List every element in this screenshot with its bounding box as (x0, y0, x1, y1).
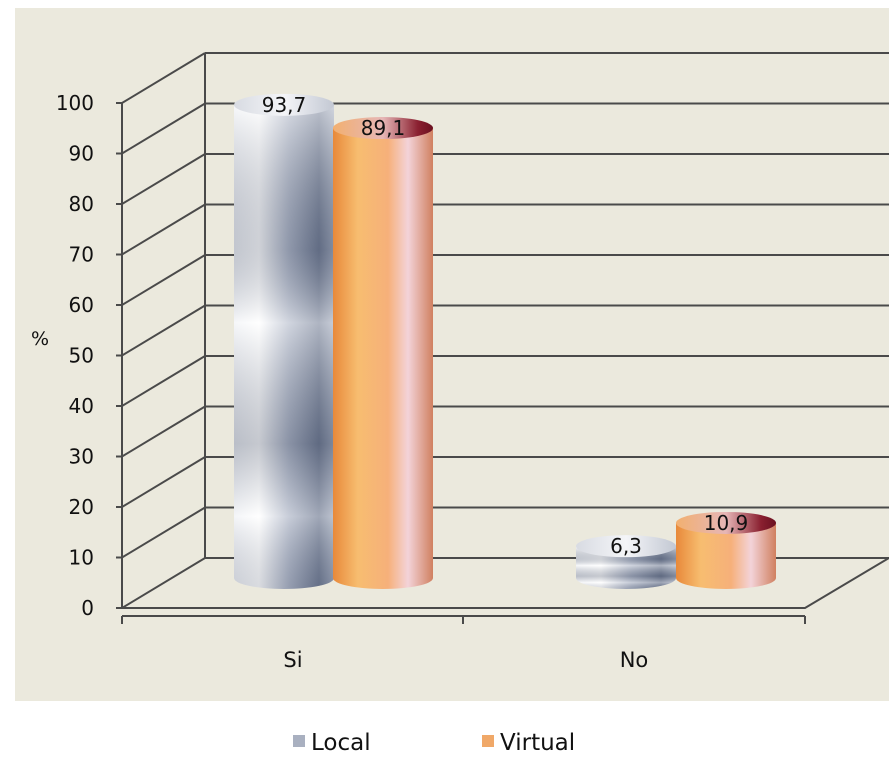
data-label: 93,7 (262, 93, 307, 117)
y-tick-labels: 0 10 20 30 40 50 60 70 80 90 100 (56, 91, 94, 620)
legend-item-local: Local (293, 730, 371, 756)
x-tick-labels: Si No (283, 648, 648, 672)
y-tick-label: 80 (69, 192, 94, 216)
bar-virtual-si (333, 117, 433, 590)
data-label: 10,9 (704, 511, 749, 535)
data-labels: 93,7 6,3 89,1 10,9 (262, 93, 749, 558)
legend-label: Virtual (500, 730, 575, 756)
y-tick-label: 0 (81, 596, 94, 620)
y-tick-label: 10 (69, 546, 94, 570)
gridline-side (121, 506, 206, 559)
bar-top (333, 117, 433, 140)
x-tick-label: Si (283, 648, 302, 672)
bar-body (676, 522, 776, 589)
y-tick-label: 20 (69, 495, 94, 519)
legend-swatch (293, 735, 305, 747)
bar-body-shading (576, 546, 676, 589)
gridline-side (121, 304, 206, 357)
gridline-side (121, 102, 206, 155)
axes (121, 615, 806, 624)
bar-top (576, 535, 676, 558)
x-tick-label: No (620, 648, 649, 672)
legend-label: Local (311, 730, 371, 756)
bar-top (676, 511, 776, 534)
gridline-side (121, 355, 206, 407)
data-label: 89,1 (361, 116, 406, 140)
bar-top (234, 93, 334, 116)
legend: Local Virtual (293, 730, 575, 756)
bar-virtual-no (676, 511, 776, 589)
gridline-side (121, 254, 206, 306)
y-tick-label: 50 (69, 344, 94, 368)
gridline-side (121, 456, 206, 508)
y-tick-label: 100 (56, 91, 94, 115)
y-tick-label: 70 (69, 243, 94, 267)
y-axis-label: % (31, 328, 49, 350)
y-tick-label: 40 (69, 394, 94, 418)
gridline-side (121, 203, 206, 256)
gridline-side (121, 52, 206, 104)
y-tick-label: 60 (69, 293, 94, 317)
bar-local-no (576, 535, 676, 589)
data-label: 6,3 (610, 534, 642, 558)
legend-swatch (482, 735, 494, 747)
legend-item-virtual: Virtual (482, 730, 575, 756)
y-tick-label: 30 (69, 445, 94, 469)
gridline-side (121, 153, 206, 205)
bar-body (333, 128, 433, 590)
y-tick-label: 90 (69, 142, 94, 166)
bars (234, 93, 776, 590)
gridline-side (121, 405, 206, 458)
bar-local-si (234, 93, 334, 589)
bar-body-shading (234, 104, 334, 589)
